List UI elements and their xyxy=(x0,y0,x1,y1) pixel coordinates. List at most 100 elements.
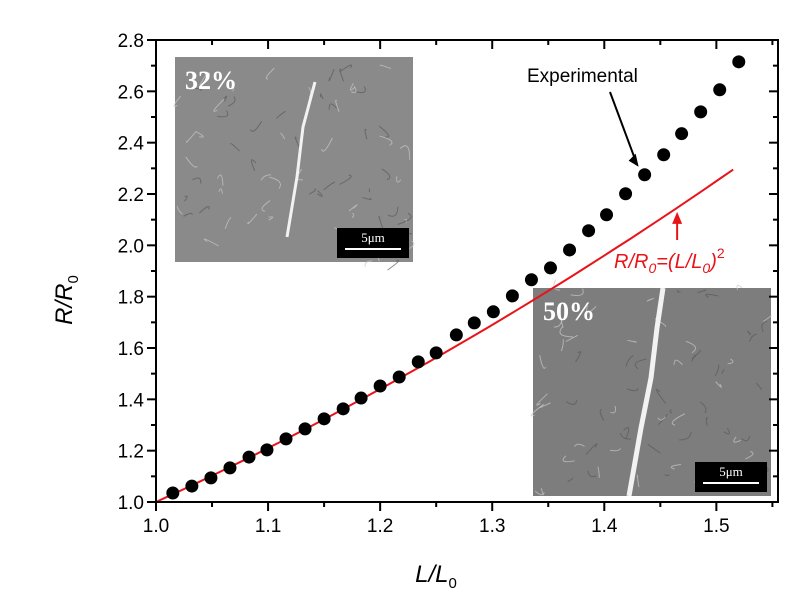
sem-texture xyxy=(705,293,719,298)
sem-texture xyxy=(723,427,730,435)
data-point xyxy=(486,305,500,319)
sem-texture xyxy=(362,196,372,201)
sem-texture xyxy=(185,130,197,143)
sem-texture xyxy=(198,205,210,214)
inset-label: 32% xyxy=(185,66,237,95)
sem-texture xyxy=(539,402,551,409)
scale-bar-box xyxy=(695,462,767,492)
x-tick-label: 1.4 xyxy=(591,516,618,537)
sem-texture xyxy=(364,260,373,267)
sem-texture xyxy=(721,369,725,374)
sem-texture xyxy=(714,364,720,376)
sem-texture xyxy=(657,416,666,421)
inset-label: 50% xyxy=(543,297,595,326)
sem-texture xyxy=(348,204,358,212)
sem-texture xyxy=(323,181,336,191)
sem-texture xyxy=(217,110,229,118)
sem-texture xyxy=(227,96,236,107)
sem-texture xyxy=(223,95,228,102)
sem-texture xyxy=(269,176,281,189)
sem-texture xyxy=(218,188,223,194)
x-tick-label: 1.2 xyxy=(367,516,393,537)
data-point xyxy=(449,328,463,342)
sem-texture xyxy=(736,284,743,291)
x-tick-label: 1.1 xyxy=(255,516,281,537)
sem-texture xyxy=(553,318,563,328)
sem-texture xyxy=(560,317,564,328)
sem-texture xyxy=(213,98,225,112)
data-point xyxy=(373,379,387,393)
sem-texture xyxy=(560,339,564,352)
sem-texture xyxy=(268,216,274,221)
sem-texture xyxy=(319,93,324,100)
sem-texture xyxy=(321,137,333,152)
sem-texture xyxy=(308,188,316,195)
sem-texture xyxy=(249,121,262,132)
sem-texture xyxy=(378,215,384,229)
y-tick-label: 2.2 xyxy=(118,185,144,206)
sem-texture xyxy=(534,490,545,496)
sem-texture xyxy=(364,128,368,140)
sem-texture xyxy=(387,206,399,217)
data-point xyxy=(260,443,274,457)
data-point xyxy=(279,432,293,446)
sem-texture xyxy=(399,145,411,160)
sem-texture xyxy=(749,333,757,342)
sem-texture xyxy=(397,212,412,225)
sem-inset-2: 50% 5μm xyxy=(530,279,772,497)
data-point xyxy=(411,355,425,369)
sem-crack xyxy=(285,81,317,238)
y-tick-label: 2.8 xyxy=(118,31,144,52)
data-point xyxy=(204,471,218,485)
data-point xyxy=(354,391,368,405)
sem-texture xyxy=(625,354,634,367)
sem-texture xyxy=(176,205,183,215)
data-point xyxy=(732,55,746,69)
scale-bar-label: 5μm xyxy=(719,464,743,479)
sem-texture xyxy=(587,470,597,478)
sem-texture xyxy=(189,87,202,92)
sem-texture xyxy=(261,200,271,212)
sem-texture xyxy=(634,358,647,370)
model-label: R/R0=(L/L0)2 xyxy=(614,245,725,276)
data-point xyxy=(657,148,671,162)
sem-texture xyxy=(562,455,575,463)
sem-texture xyxy=(379,135,393,146)
sem-texture xyxy=(697,289,707,294)
sem-texture xyxy=(339,68,345,82)
sem-texture xyxy=(539,355,547,369)
sem-texture xyxy=(610,448,621,452)
data-point xyxy=(694,105,708,119)
sem-texture xyxy=(381,168,391,181)
sem-texture xyxy=(230,142,240,152)
sem-texture xyxy=(203,238,219,247)
sem-texture xyxy=(679,432,692,441)
sem-texture xyxy=(741,435,751,442)
sem-texture xyxy=(597,466,600,478)
sem-texture xyxy=(584,305,597,315)
sem-texture xyxy=(585,443,598,455)
data-point xyxy=(619,187,633,201)
sem-texture xyxy=(670,464,681,470)
sem-texture xyxy=(673,359,683,365)
sem-texture xyxy=(567,477,574,483)
sem-texture xyxy=(570,288,584,297)
data-point xyxy=(505,289,519,303)
sem-texture xyxy=(747,330,752,336)
sem-texture xyxy=(646,297,655,302)
sem-texture xyxy=(585,303,588,314)
data-point xyxy=(336,402,350,416)
y-tick-label: 2.6 xyxy=(118,82,144,103)
sem-texture xyxy=(339,64,353,73)
sem-texture xyxy=(265,67,275,80)
y-tick-label: 1.0 xyxy=(118,493,144,514)
sem-texture xyxy=(317,190,323,197)
sem-texture xyxy=(351,86,357,94)
sem-texture xyxy=(610,405,617,414)
sem-texture xyxy=(676,289,681,293)
data-point xyxy=(600,208,614,222)
sem-texture xyxy=(216,174,224,186)
sem-texture xyxy=(691,349,702,360)
sem-texture xyxy=(745,450,754,460)
data-point xyxy=(242,450,256,464)
